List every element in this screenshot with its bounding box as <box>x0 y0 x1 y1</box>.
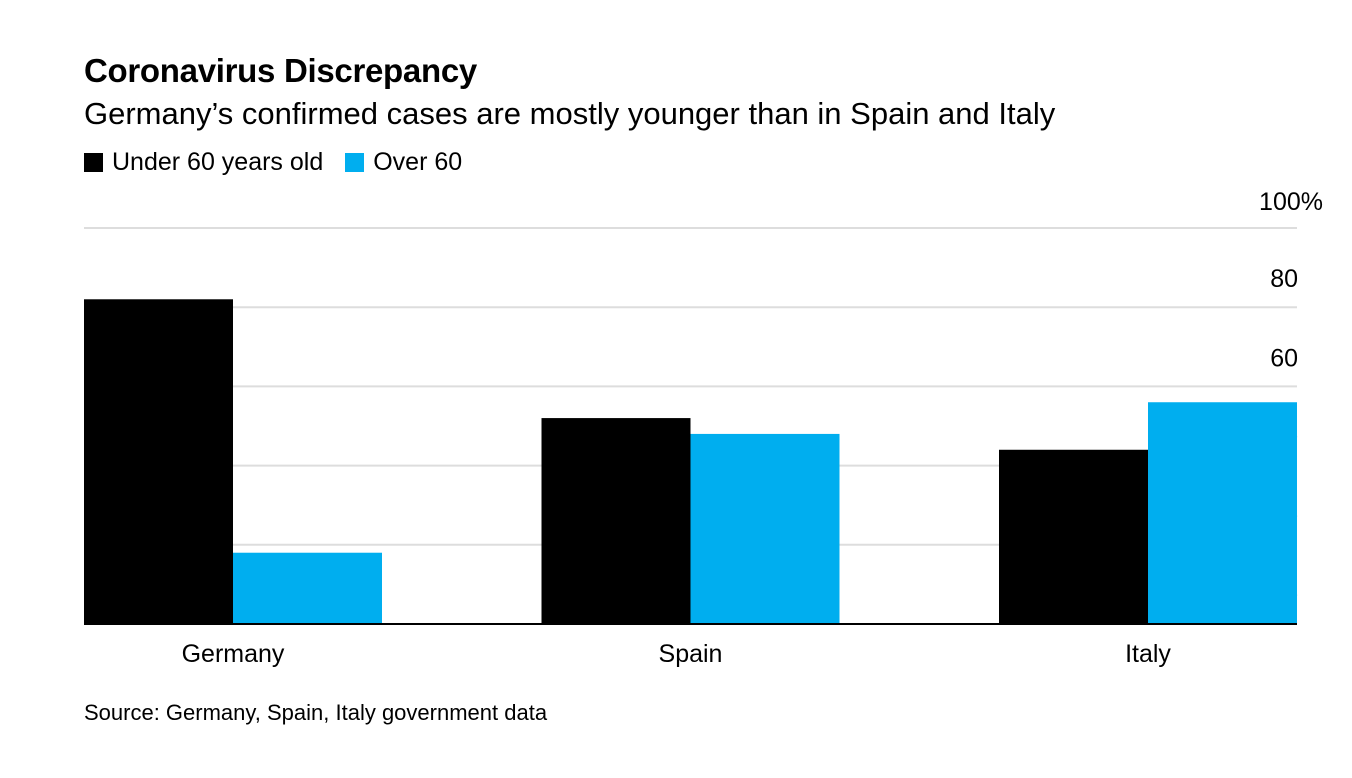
legend-label-over-60: Over 60 <box>373 148 463 176</box>
legend-item-over-60: Over 60 <box>345 148 462 177</box>
legend: Under 60 years old Over 60 <box>84 148 484 177</box>
bar <box>999 449 1148 624</box>
bar <box>1148 402 1297 624</box>
source-note: Source: Germany, Spain, Italy government… <box>84 700 548 725</box>
bar <box>690 433 840 624</box>
legend-label-under-60: Under 60 years old <box>112 148 324 176</box>
legend-item-under-60: Under 60 years old <box>84 148 323 177</box>
bar <box>233 552 382 624</box>
legend-swatch-under-60 <box>84 153 103 172</box>
chart-subtitle: Germany’s confirmed cases are mostly you… <box>84 96 1056 131</box>
bar <box>541 418 691 624</box>
legend-swatch-over-60 <box>345 153 365 172</box>
y-tick-label: 100% <box>1259 188 1323 216</box>
bar <box>84 299 233 624</box>
chart-title: Coronavirus Discrepancy <box>84 52 477 89</box>
y-tick-label: 60 <box>1270 344 1298 372</box>
x-tick-label: Spain <box>659 640 723 668</box>
x-tick-label: Italy <box>1125 640 1171 668</box>
y-tick-label: 80 <box>1270 265 1298 293</box>
x-tick-label: Germany <box>182 640 285 668</box>
